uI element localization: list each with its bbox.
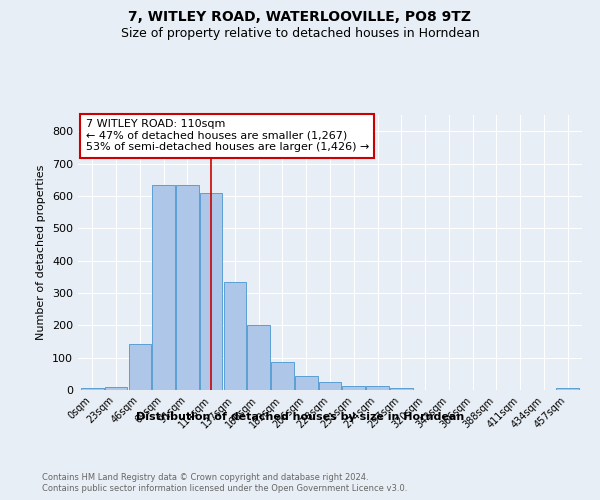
Bar (295, 376, 317, 390)
Text: Contains public sector information licensed under the Open Government Licence v3: Contains public sector information licen… (42, 484, 407, 493)
Bar (152, 184, 175, 390)
Bar (105, 387, 127, 390)
Bar (319, 382, 341, 390)
Bar (176, 184, 199, 390)
Bar (271, 362, 294, 390)
Bar (343, 386, 365, 390)
Y-axis label: Number of detached properties: Number of detached properties (37, 165, 46, 340)
Text: Size of property relative to detached houses in Horndean: Size of property relative to detached ho… (121, 28, 479, 40)
Text: 7, WITLEY ROAD, WATERLOOVILLE, PO8 9TZ: 7, WITLEY ROAD, WATERLOOVILLE, PO8 9TZ (128, 10, 472, 24)
Text: 7 WITLEY ROAD: 110sqm
← 47% of detached houses are smaller (1,267)
53% of semi-d: 7 WITLEY ROAD: 110sqm ← 47% of detached … (86, 119, 369, 152)
Bar (366, 386, 389, 390)
Bar (128, 344, 151, 390)
Bar (81, 388, 104, 390)
Text: Distribution of detached houses by size in Horndean: Distribution of detached houses by size … (136, 412, 464, 422)
Bar (556, 388, 579, 390)
Bar (390, 388, 413, 390)
Bar (247, 326, 270, 390)
Bar (224, 282, 246, 390)
Bar (200, 192, 223, 390)
Text: Contains HM Land Registry data © Crown copyright and database right 2024.: Contains HM Land Registry data © Crown c… (42, 472, 368, 482)
